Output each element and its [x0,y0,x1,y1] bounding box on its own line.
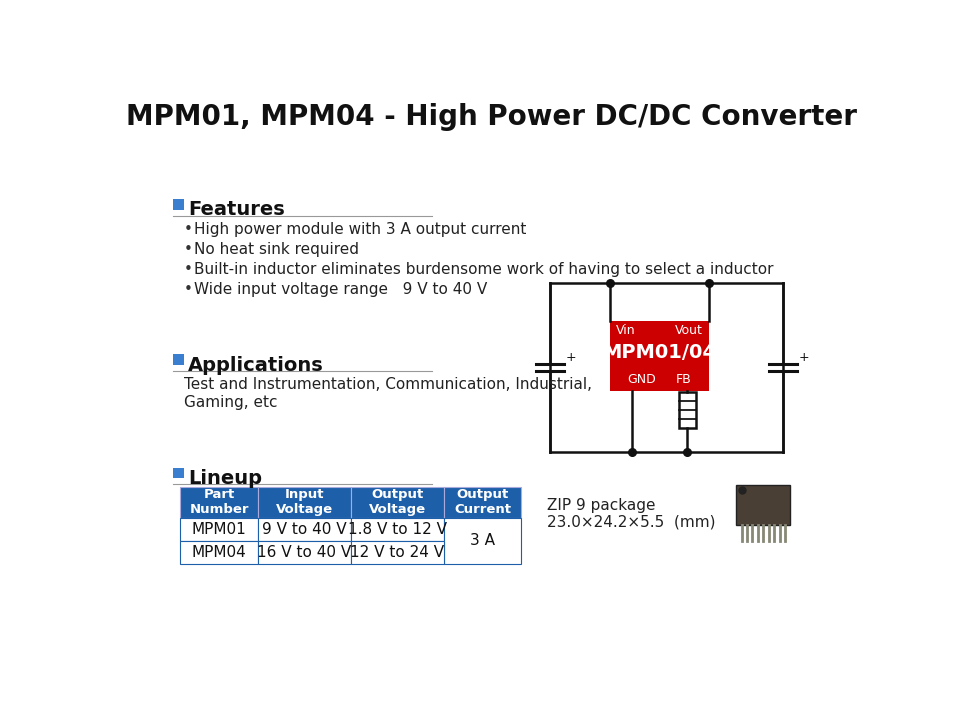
Bar [180,541,258,564]
Text: Vin: Vin [616,324,636,338]
Bar [173,354,183,365]
Bar [258,518,351,541]
Bar [736,485,790,526]
Text: 12 V to 24 V: 12 V to 24 V [350,545,444,559]
Bar [351,541,444,564]
Text: Lineup: Lineup [188,469,262,488]
Text: +: + [798,351,808,364]
Text: •: • [183,242,192,257]
Text: +: + [565,351,576,364]
Text: Built-in inductor eliminates burdensome work of having to select a inductor: Built-in inductor eliminates burdensome … [194,262,774,277]
Text: •: • [183,262,192,277]
Text: MPM01: MPM01 [192,522,247,536]
Bar [258,541,351,564]
Text: Applications: Applications [188,356,324,375]
Text: 9 V to 40 V: 9 V to 40 V [262,522,347,536]
Bar [444,518,521,564]
Bar [351,518,444,541]
Text: Output
Voltage: Output Voltage [369,488,426,516]
Bar [180,518,258,541]
Text: MPM04: MPM04 [192,545,247,559]
Text: Input
Voltage: Input Voltage [276,488,333,516]
Text: 3 A: 3 A [470,534,495,548]
Text: GND: GND [627,373,656,386]
Text: 16 V to 40 V: 16 V to 40 V [257,545,351,559]
Bar [679,392,696,428]
Text: High power module with 3 A output current: High power module with 3 A output curren… [194,222,527,237]
Bar [180,487,258,518]
Text: •: • [183,282,192,297]
Text: Features: Features [188,200,285,220]
Text: Part
Number: Part Number [189,488,249,516]
Text: MPM01/04: MPM01/04 [603,343,716,361]
Bar [173,199,183,210]
Text: Test and Instrumentation, Communication, Industrial,
Gaming, etc: Test and Instrumentation, Communication,… [183,377,591,410]
Text: 1.8 V to 12 V: 1.8 V to 12 V [348,522,447,536]
Bar [610,321,709,390]
Text: Wide input voltage range   9 V to 40 V: Wide input voltage range 9 V to 40 V [194,282,488,297]
Bar [351,487,444,518]
Text: Vout: Vout [675,324,703,338]
Text: •: • [183,222,192,237]
Text: ZIP 9 package
23.0×24.2×5.5  (mm): ZIP 9 package 23.0×24.2×5.5 (mm) [547,498,715,530]
Text: MPM01, MPM04 - High Power DC/DC Converter: MPM01, MPM04 - High Power DC/DC Converte… [127,104,857,131]
Text: No heat sink required: No heat sink required [194,242,359,257]
Text: FB: FB [676,373,692,386]
Bar [444,487,521,518]
Bar [173,467,183,478]
Bar [258,487,351,518]
Text: Output
Current: Output Current [454,488,511,516]
